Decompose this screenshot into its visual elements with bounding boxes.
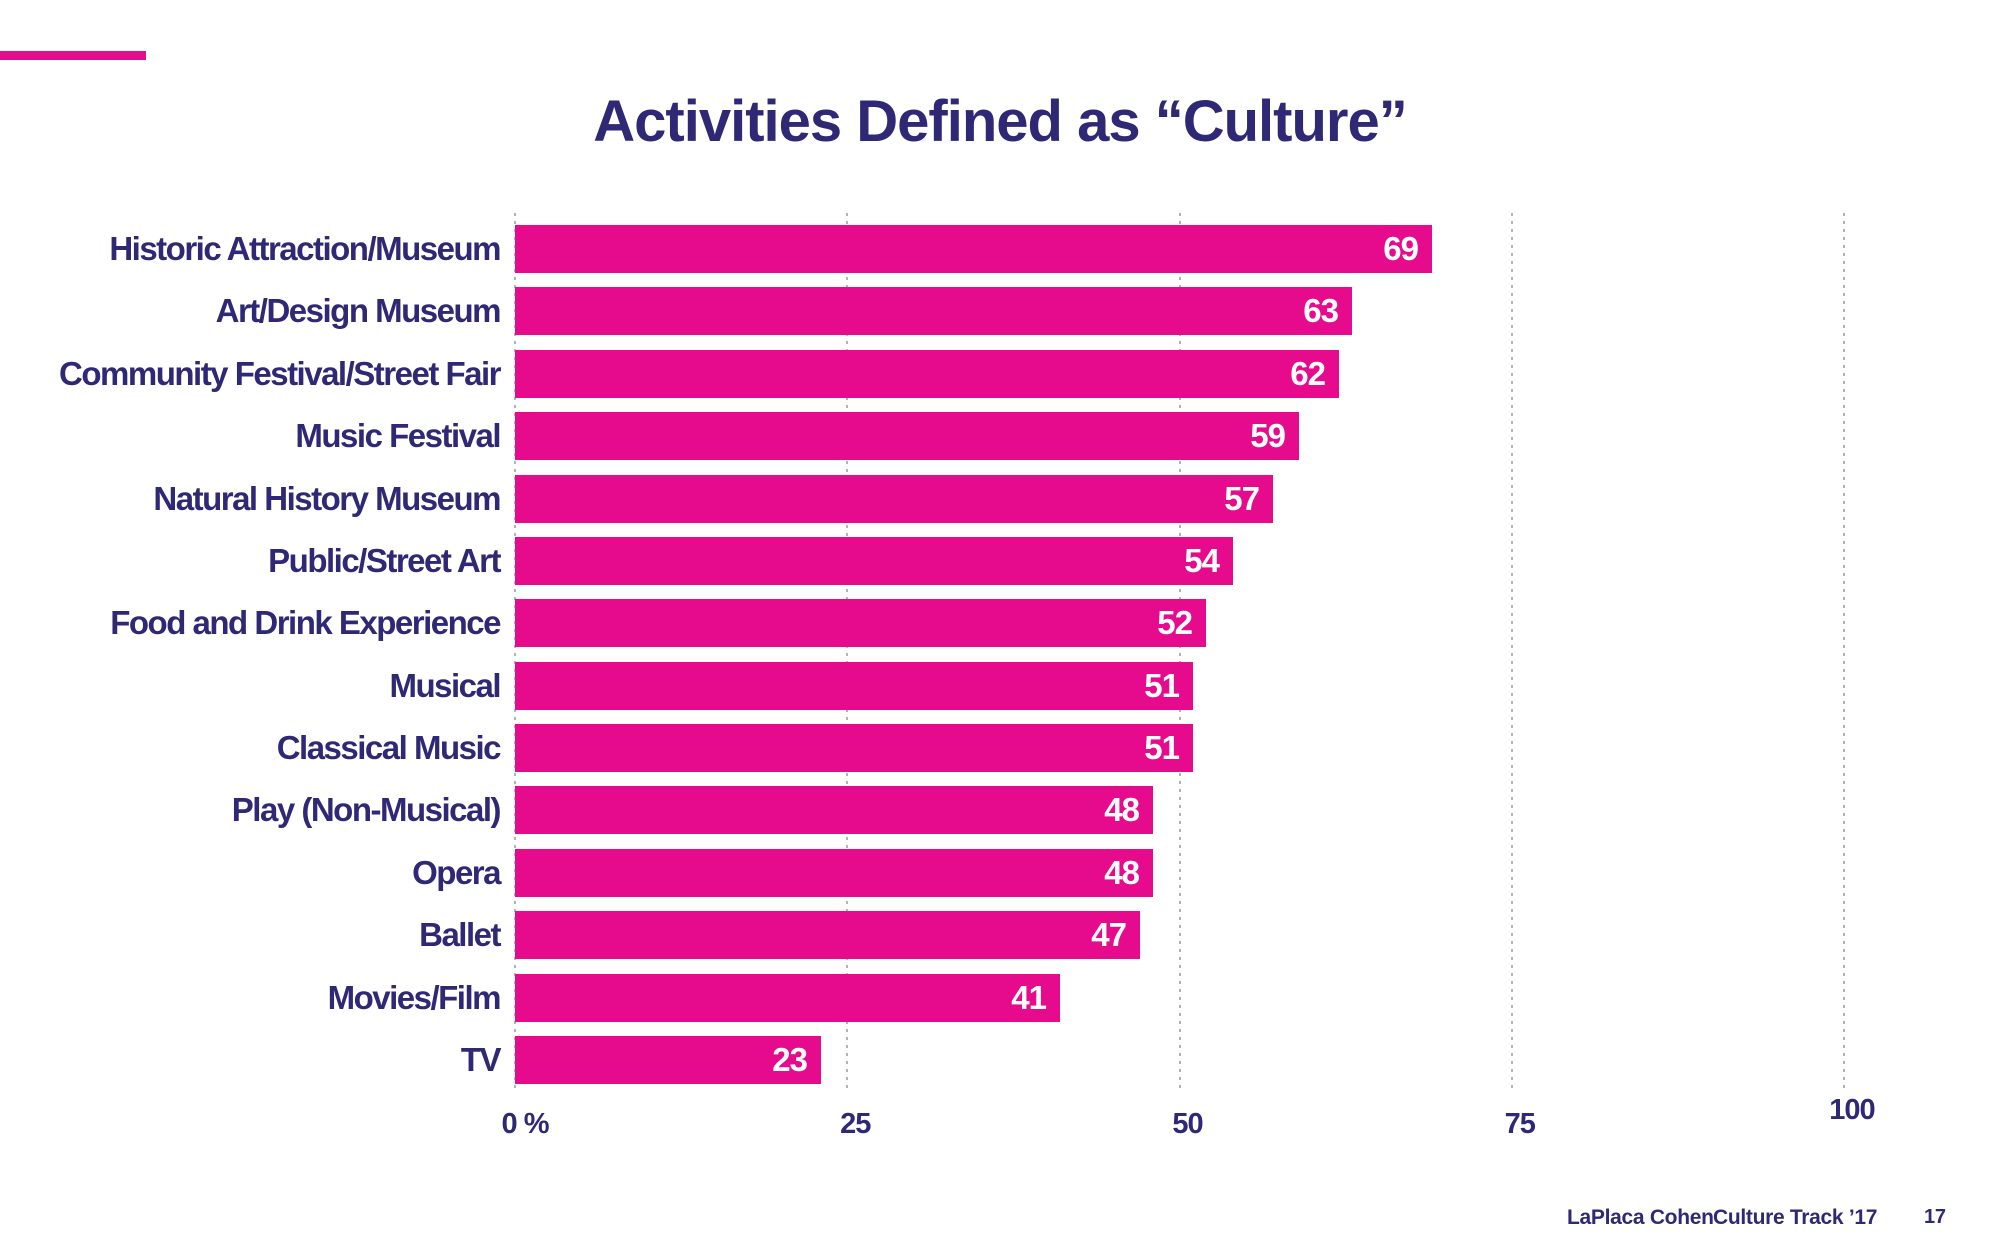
page-title: Activities Defined as “Culture” [593,89,1407,154]
bar: 47 [515,911,1140,959]
bar: 23 [515,1036,821,1084]
bar: 48 [515,786,1153,834]
category-label: Opera [412,854,501,891]
category-label: Music Festival [295,417,501,454]
bar: 48 [515,849,1153,897]
bar-value-label: 54 [1184,542,1220,579]
bar: 51 [515,662,1193,710]
category-label: Historic Attraction/Museum [109,230,501,267]
footer-brand: LaPlaca Cohen [1567,1206,1714,1229]
x-tick-label: 25 [840,1108,871,1140]
gridline-0 [514,213,516,1092]
category-label: Art/Design Museum [215,292,502,329]
gridline-100 [1843,213,1845,1092]
bar-value-label: 48 [1104,854,1140,891]
gridline-25 [846,213,849,1092]
x-tick-label: 100 [1829,1094,1875,1126]
bar: 59 [515,412,1299,460]
bar-value-label: 63 [1303,292,1339,329]
bar-value-label: 47 [1091,916,1127,953]
x-tick-label: 75 [1504,1108,1536,1140]
bar-value-label: 51 [1144,667,1180,704]
bar: 51 [515,724,1193,772]
category-label: Food and Drink Experience [110,604,501,641]
category-label: Natural History Museum [153,480,501,517]
bar: 69 [515,225,1432,273]
gridline-50 [1178,213,1181,1092]
bar: 54 [515,537,1233,585]
bar: 62 [515,350,1339,398]
bar-value-label: 59 [1250,417,1286,454]
bar-value-label: 41 [1011,979,1047,1016]
category-label: TV [460,1041,502,1078]
footer-page-number: 17 [1924,1206,1946,1228]
gridline-75 [1510,213,1513,1092]
footer-report: Culture Track ’17 [1713,1206,1878,1229]
category-label: Classical Music [276,729,502,766]
category-label: Movies/Film [327,979,502,1016]
category-label: Play (Non-Musical) [231,791,502,828]
category-label: Public/Street Art [268,542,501,579]
x-tick-label: 50 [1172,1108,1203,1140]
category-label: Community Festival/Street Fair [59,355,501,392]
bar-value-label: 57 [1224,480,1260,517]
bar-value-label: 69 [1383,230,1419,267]
bar-value-label: 48 [1104,791,1140,828]
x-tick-label: 0 % [501,1108,550,1140]
bar: 52 [515,599,1206,647]
bar: 63 [515,287,1352,335]
bar: 57 [515,475,1273,523]
category-label: Ballet [419,916,501,953]
bar-value-label: 23 [772,1041,808,1078]
bar: 41 [515,974,1060,1022]
accent-bar [0,51,146,60]
bar-value-label: 62 [1290,355,1326,392]
category-label: Musical [389,667,501,704]
bar-value-label: 52 [1157,604,1193,641]
bar-value-label: 51 [1144,729,1180,766]
